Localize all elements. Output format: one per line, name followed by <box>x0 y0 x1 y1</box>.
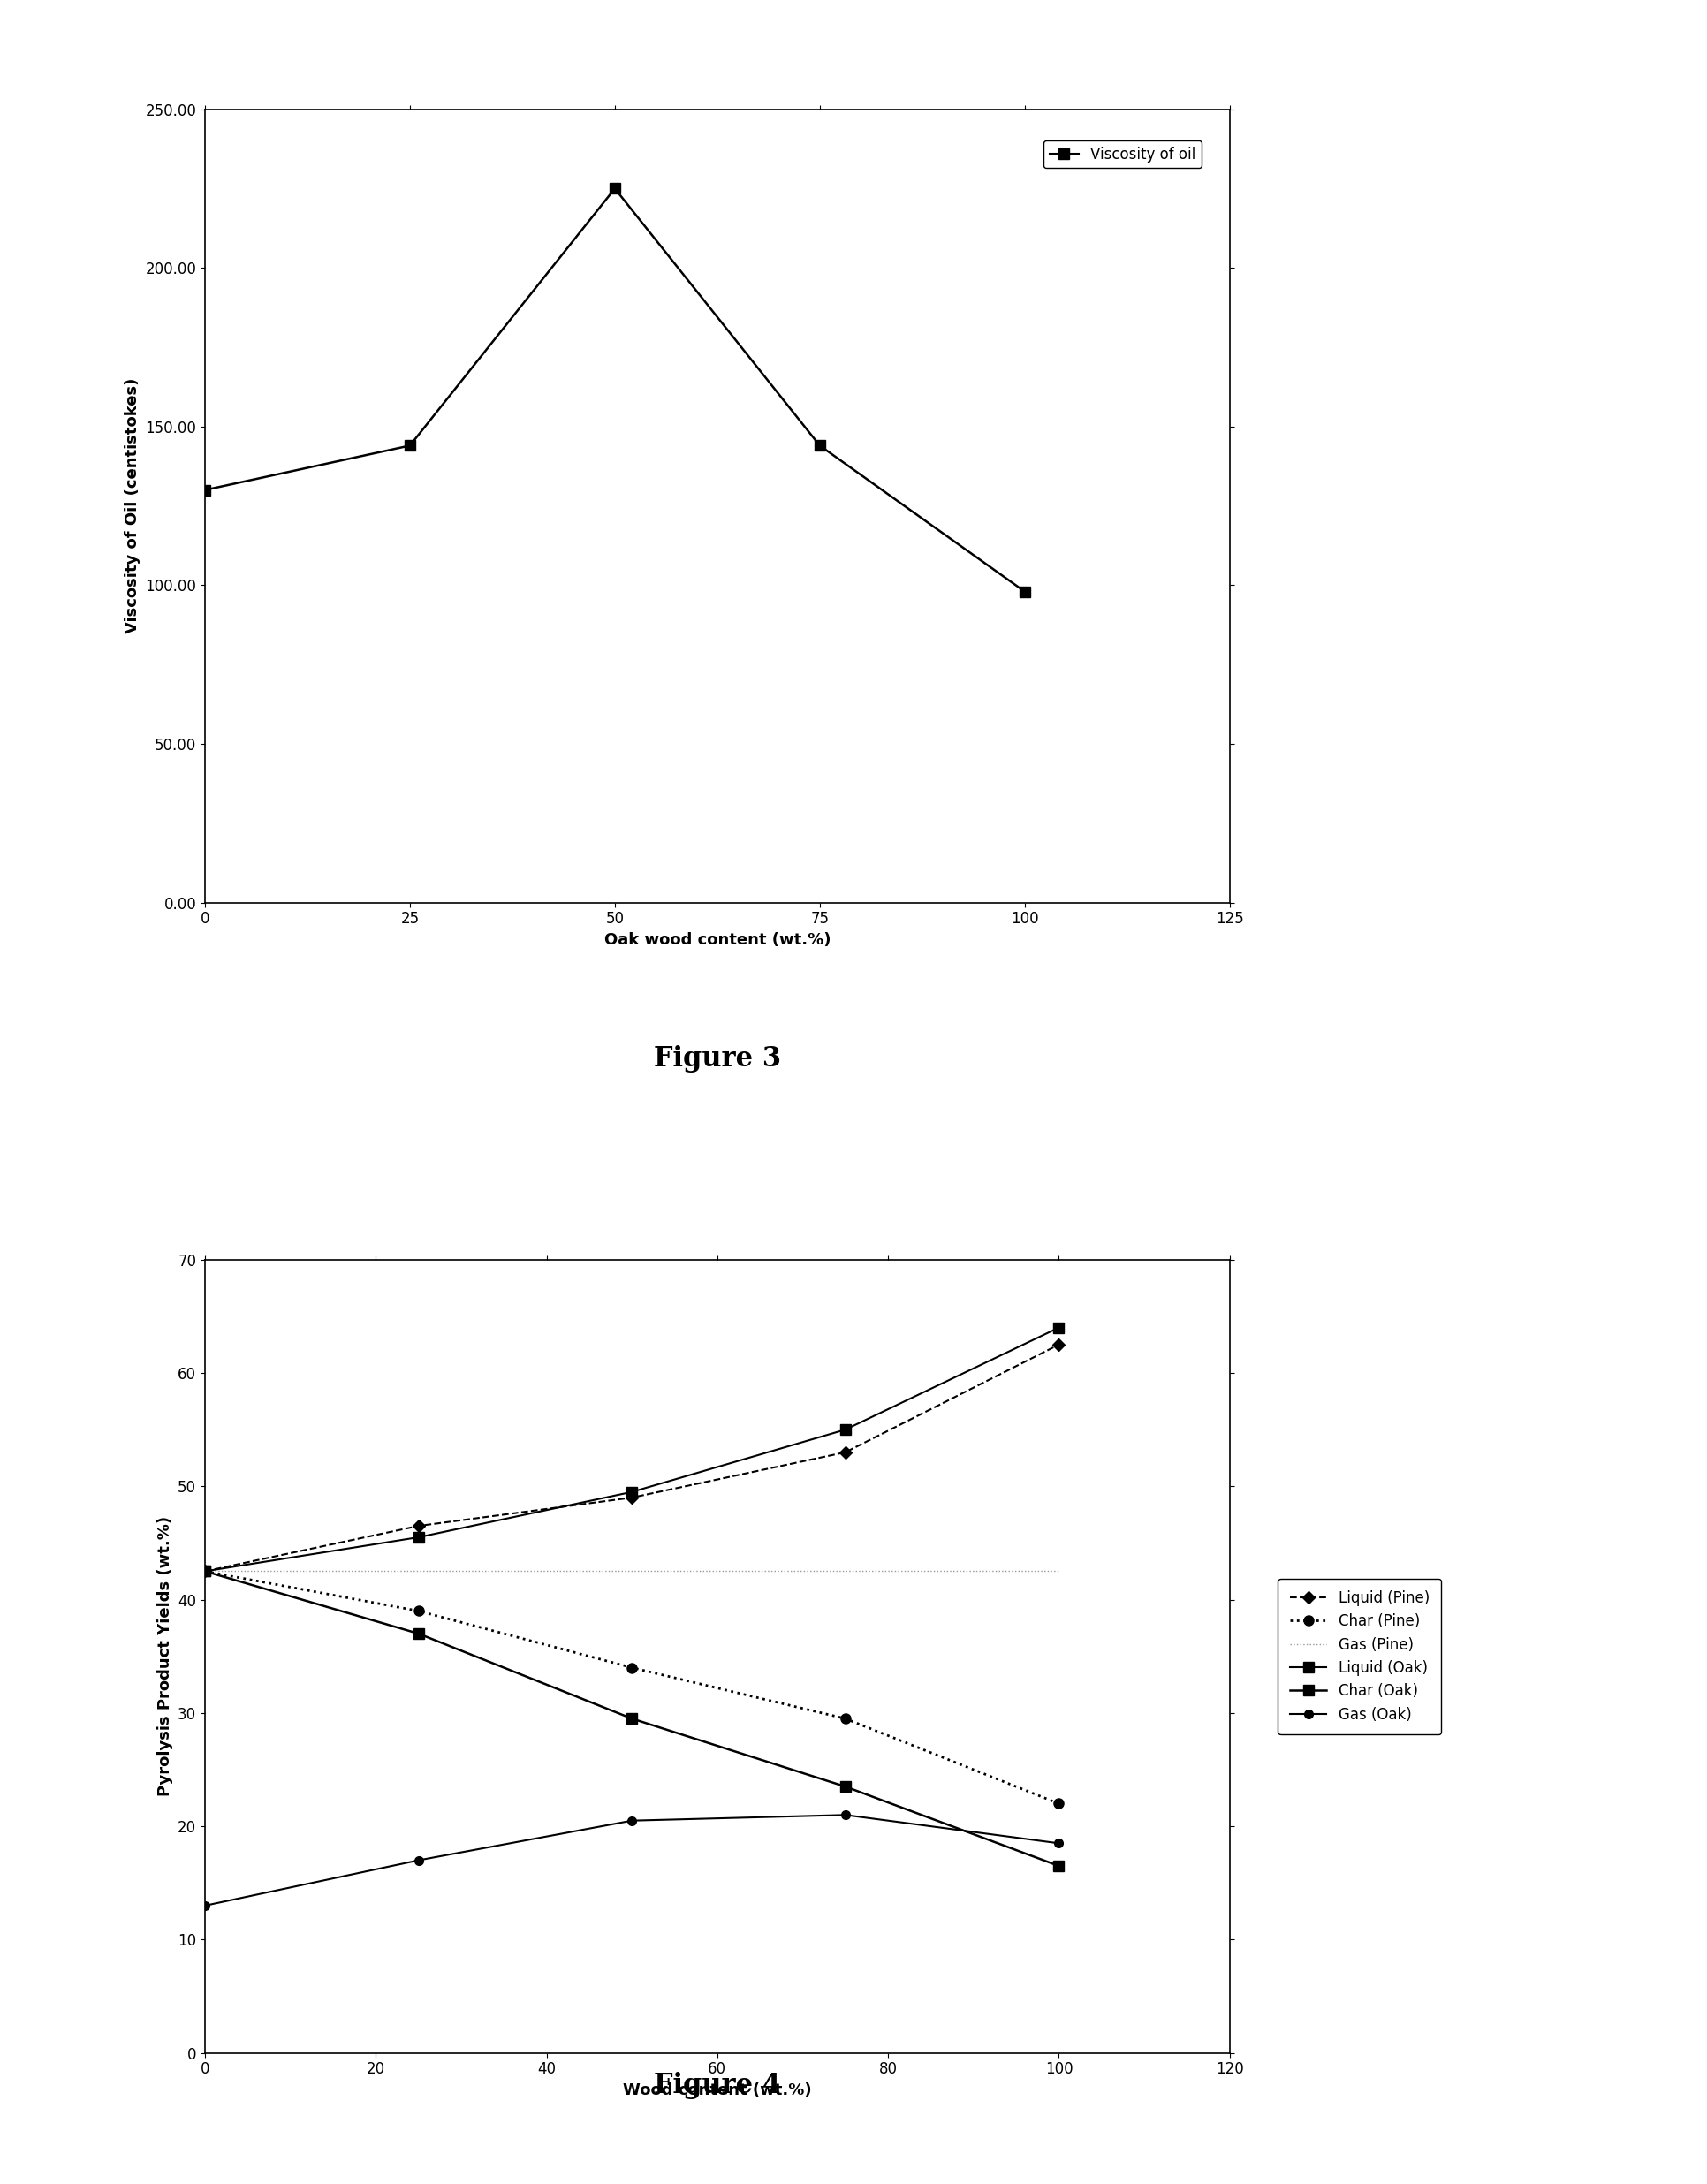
Line: Char (Oak): Char (Oak) <box>200 1566 1063 1872</box>
Text: Figure 3: Figure 3 <box>654 1046 780 1072</box>
Y-axis label: Pyrolysis Product Yields (wt.%): Pyrolysis Product Yields (wt.%) <box>157 1516 172 1797</box>
X-axis label: Wood content (wt.%): Wood content (wt.%) <box>623 2081 811 2099</box>
Char (Oak) <box>408 1621 428 1647</box>
X-axis label: Oak wood content (wt.%): Oak wood content (wt.%) <box>604 933 830 948</box>
Char (Oak) <box>1048 1852 1069 1878</box>
Gas (Pine) <box>1048 1557 1069 1583</box>
Char (Oak) <box>195 1557 215 1583</box>
Liquid (Pine) <box>408 1514 428 1540</box>
Line: Liquid (Oak): Liquid (Oak) <box>200 1324 1063 1577</box>
Char (Oak) <box>621 1706 642 1732</box>
Char (Pine) <box>195 1557 215 1583</box>
Legend: Liquid (Pine), Char (Pine), Gas (Pine), Liquid (Oak), Char (Oak), Gas (Oak): Liquid (Pine), Char (Pine), Gas (Pine), … <box>1277 1579 1441 1734</box>
Gas (Oak) <box>195 1894 215 1920</box>
Gas (Pine) <box>408 1557 428 1583</box>
Char (Pine) <box>408 1599 428 1625</box>
Char (Pine) <box>1048 1791 1069 1817</box>
Char (Pine) <box>621 1655 642 1682</box>
Gas (Pine) <box>195 1557 215 1583</box>
Line: Char (Pine): Char (Pine) <box>200 1566 1063 1808</box>
Char (Oak) <box>835 1773 855 1800</box>
Char (Pine) <box>835 1706 855 1732</box>
Gas (Oak) <box>1048 1830 1069 1856</box>
Liquid (Oak) <box>1048 1315 1069 1341</box>
Liquid (Pine) <box>835 1439 855 1465</box>
Line: Gas (Oak): Gas (Oak) <box>200 1811 1063 1911</box>
Liquid (Oak) <box>835 1417 855 1444</box>
Liquid (Pine) <box>195 1557 215 1583</box>
Liquid (Oak) <box>621 1479 642 1505</box>
Gas (Oak) <box>408 1848 428 1874</box>
Text: Figure 4: Figure 4 <box>654 2073 780 2099</box>
Y-axis label: Viscosity of Oil (centistokes): Viscosity of Oil (centistokes) <box>125 378 140 633</box>
Liquid (Pine) <box>1048 1332 1069 1358</box>
Liquid (Oak) <box>408 1524 428 1551</box>
Gas (Pine) <box>835 1557 855 1583</box>
Liquid (Pine) <box>621 1485 642 1511</box>
Legend: Viscosity of oil: Viscosity of oil <box>1043 140 1202 168</box>
Gas (Pine) <box>621 1557 642 1583</box>
Gas (Oak) <box>835 1802 855 1828</box>
Line: Liquid (Pine): Liquid (Pine) <box>200 1341 1063 1575</box>
Gas (Oak) <box>621 1808 642 1835</box>
Liquid (Oak) <box>195 1557 215 1583</box>
